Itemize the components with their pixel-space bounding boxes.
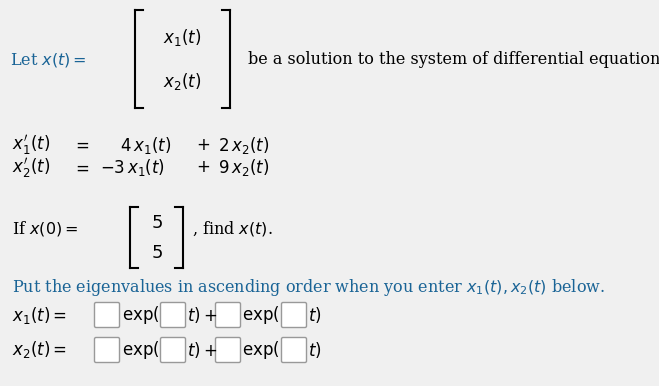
Text: $x_1'(t)$: $x_1'(t)$ [12,133,50,157]
Text: $x_1(t)$: $x_1(t)$ [163,27,201,49]
Text: $x_2'(t)$: $x_2'(t)$ [12,156,50,180]
Text: $t)+$: $t)+$ [187,305,217,325]
Text: be a solution to the system of differential equations:: be a solution to the system of different… [248,51,659,68]
FancyBboxPatch shape [94,303,119,327]
Text: $t)+$: $t)+$ [187,340,217,360]
FancyBboxPatch shape [215,303,241,327]
Text: $\mathrm{exp}($: $\mathrm{exp}($ [122,339,159,361]
Text: $5$: $5$ [151,244,163,262]
Text: $\mathrm{exp}($: $\mathrm{exp}($ [242,339,279,361]
Text: $\mathrm{exp}($: $\mathrm{exp}($ [242,304,279,326]
Text: $x_2(t)$: $x_2(t)$ [163,71,201,93]
Text: $+$: $+$ [196,159,210,176]
FancyBboxPatch shape [215,337,241,362]
Text: $2\,x_2(t)$: $2\,x_2(t)$ [218,134,269,156]
Text: $\mathrm{exp}($: $\mathrm{exp}($ [122,304,159,326]
FancyBboxPatch shape [94,337,119,362]
FancyBboxPatch shape [281,337,306,362]
Text: $5$: $5$ [151,214,163,232]
Text: $t)$: $t)$ [308,340,322,360]
FancyBboxPatch shape [281,303,306,327]
Text: $t)$: $t)$ [308,305,322,325]
Text: $+$: $+$ [196,137,210,154]
FancyBboxPatch shape [161,303,185,327]
Text: Put the eigenvalues in ascending order when you enter $x_1(t), x_2(t)$ below.: Put the eigenvalues in ascending order w… [12,276,605,298]
Text: $x_1(t) =$: $x_1(t) =$ [12,305,67,325]
Text: $-3\,x_1(t)$: $-3\,x_1(t)$ [100,157,165,178]
Text: $4\,x_1(t)$: $4\,x_1(t)$ [120,134,171,156]
Text: $9\,x_2(t)$: $9\,x_2(t)$ [218,157,269,178]
Text: If $x(0) =$: If $x(0) =$ [12,218,78,237]
Text: , find $x(t)$.: , find $x(t)$. [192,218,273,237]
Text: $x_2(t) =$: $x_2(t) =$ [12,340,67,361]
Text: $=$: $=$ [72,137,90,154]
Text: $=$: $=$ [72,159,90,176]
FancyBboxPatch shape [161,337,185,362]
Text: Let $x(t) =$: Let $x(t) =$ [10,51,87,69]
